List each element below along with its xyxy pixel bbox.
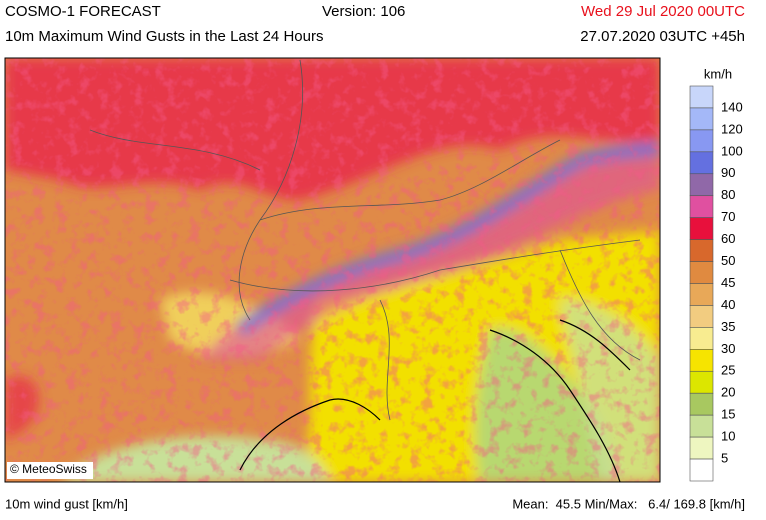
legend-label: 45	[721, 275, 735, 290]
credit: © MeteoSwiss	[10, 462, 87, 476]
legend-swatch	[689, 239, 714, 262]
legend: 140 120 100 90 80 70 60 50 45 40 35 30 25 20 15 10 5	[689, 85, 743, 482]
legend-swatch	[689, 370, 714, 394]
legend-swatch	[689, 414, 714, 438]
legend-swatch	[689, 305, 714, 328]
legend-label: 140	[721, 99, 743, 114]
legend-swatch	[689, 151, 714, 175]
legend-label: 20	[721, 385, 735, 400]
legend-swatch	[689, 261, 714, 284]
run-time: 27.07.2020 03UTC +45h	[580, 28, 745, 45]
legend-swatch	[689, 217, 714, 240]
legend-swatch	[689, 173, 714, 197]
footer-left: 10m wind gust [km/h]	[5, 496, 128, 511]
legend-label: 100	[721, 143, 743, 158]
footer-stats: Mean: 45.5 Min/Max: 6.4/ 169.8 [km/h]	[512, 496, 745, 511]
legend-label: 35	[721, 319, 735, 334]
legend-swatch	[689, 283, 714, 306]
legend-label: 70	[721, 209, 735, 224]
legend-swatch	[689, 349, 714, 372]
legend-label: 80	[721, 187, 735, 202]
legend-unit: km/h	[704, 66, 732, 81]
legend-label: 15	[721, 407, 735, 422]
legend-swatch	[689, 195, 714, 218]
legend-swatch	[689, 107, 714, 131]
legend-label: 25	[721, 363, 735, 378]
legend-swatch	[689, 327, 714, 350]
legend-label: 40	[721, 297, 735, 312]
version: Version: 106	[322, 3, 405, 20]
legend-swatch	[689, 458, 714, 482]
valid-time: Wed 29 Jul 2020 00UTC	[581, 3, 745, 20]
legend-swatch	[689, 85, 714, 109]
legend-label: 10	[721, 429, 735, 444]
legend-label: 30	[721, 341, 735, 356]
legend-label: 60	[721, 231, 735, 246]
legend-swatch	[689, 436, 714, 460]
legend-label: 120	[721, 121, 743, 136]
map: © MeteoSwiss	[5, 58, 660, 482]
legend-label: 50	[721, 253, 735, 268]
legend-label: 90	[721, 165, 735, 180]
title: COSMO-1 FORECAST	[5, 3, 161, 20]
map-frame	[4, 57, 661, 483]
legend-label: 5	[721, 450, 728, 465]
legend-swatch	[689, 392, 714, 416]
legend-swatch	[689, 129, 714, 153]
subtitle: 10m Maximum Wind Gusts in the Last 24 Ho…	[5, 28, 323, 45]
